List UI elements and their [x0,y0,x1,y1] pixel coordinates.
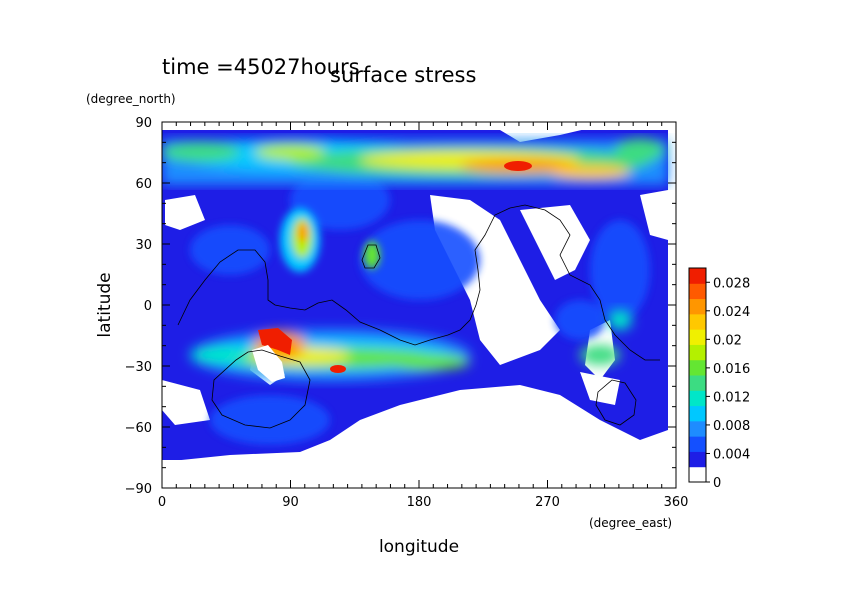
arabian-feature [280,208,380,272]
y-tick-label: 60 [135,177,152,192]
colorbar-swatch [689,344,706,361]
x-tick-label: 360 [664,495,689,510]
colorbar: 0 0.004 0.008 0.012 0.016 0.02 0.024 0.028 [688,267,750,491]
colorbar-swatch [689,359,706,376]
x-tick-label: 0 [158,495,166,510]
colorbar-swatch [689,329,706,345]
y-tick-label: 30 [135,238,152,253]
colorbar-frame [688,267,707,483]
y-axis: 90 60 30 0 −30 −60 −90 [125,116,676,497]
colorbar-tick-label: 0.004 [713,447,750,462]
south-jet-peak [258,328,292,355]
colorbar-tick-label: 0.028 [713,276,750,291]
south-jet-hole [252,345,285,382]
colorbar-swatch [689,451,706,468]
colorbar-tick-label: 0.012 [713,390,750,405]
colorbar-swatch [689,375,706,391]
x-tick-label: 90 [282,495,299,510]
colorbar-swatch [689,405,706,422]
y-tick-label: 90 [135,116,152,131]
x-axis-label: longitude [379,537,459,557]
x-unit-label: (degree_east) [589,516,672,530]
y-tick-label: −60 [125,421,152,436]
y-tick-label: −30 [125,360,152,375]
heatmap-field [162,122,676,488]
colorbar-swatch [689,390,706,407]
north-band-peak [504,161,532,171]
colorbar-swatch [689,420,706,437]
south-jet-peak-2 [330,365,346,373]
colorbar-swatch [689,313,706,330]
north-band [162,138,668,185]
colorbar-swatch [689,466,706,483]
field-blue-patches [190,170,650,445]
chart-title: surface stress [330,63,476,87]
colorbar-swatch [689,436,706,452]
colorbar-tick-label: 0.008 [713,419,750,434]
time-label: time =45027hours [162,55,360,79]
y-tick-label: −90 [125,482,152,497]
y-axis-label: latitude [95,272,115,337]
colorbar-swatch [689,298,706,315]
colorbar-tick-label: 0.016 [713,362,750,377]
colorbar-swatch [689,283,706,300]
colorbar-tick-label: 0 [713,476,721,491]
y-tick-label: 0 [144,299,152,314]
colorbar-swatch [689,268,706,284]
y-unit-label: (degree_north) [86,92,176,106]
colorbar-tick-label: 0.02 [713,333,742,348]
x-axis: 0 90 180 270 360 [158,122,689,510]
x-tick-label: 180 [407,495,432,510]
x-tick-label: 270 [535,495,560,510]
colorbar-tick-label: 0.024 [713,305,750,320]
coastlines [177,204,660,429]
